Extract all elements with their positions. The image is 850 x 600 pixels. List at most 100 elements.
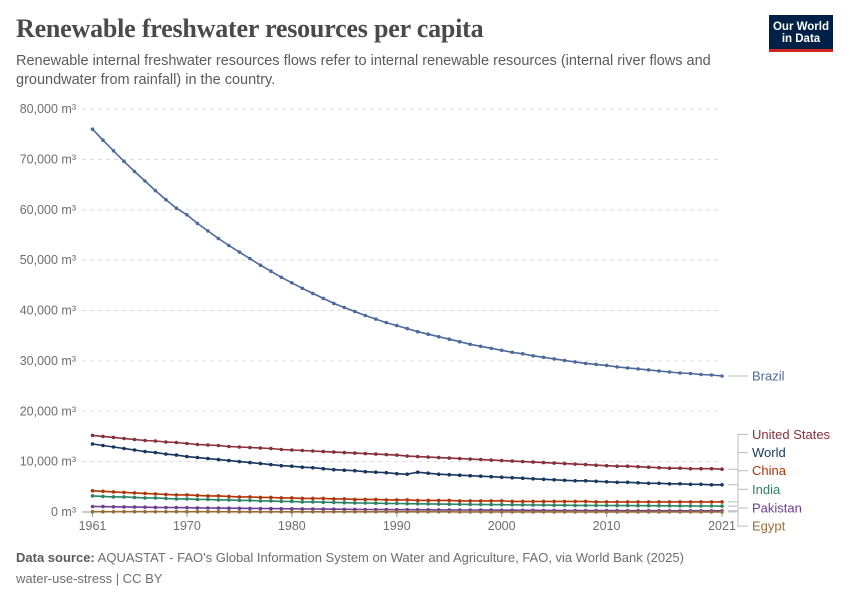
data-point-india <box>499 502 504 507</box>
data-point-world <box>384 470 389 475</box>
data-point-egypt <box>615 510 619 514</box>
series-label-china[interactable]: China <box>752 463 787 478</box>
data-point-egypt <box>185 509 189 514</box>
data-point-united-states <box>478 457 483 462</box>
data-point-united-states <box>625 464 630 469</box>
series-lines <box>90 127 724 514</box>
data-point-brazil <box>153 188 158 193</box>
data-point-india <box>688 504 693 508</box>
data-point-india <box>573 503 577 508</box>
data-point-india <box>269 499 273 503</box>
data-point-world <box>457 473 462 478</box>
data-point-world <box>227 458 231 463</box>
chart-slug[interactable]: water-use-stress | CC BY <box>16 571 163 586</box>
data-point-united-states <box>636 464 640 469</box>
data-point-china <box>573 499 577 504</box>
data-point-brazil <box>583 361 588 366</box>
data-point-united-states <box>122 436 126 441</box>
data-point-china <box>478 499 483 503</box>
data-point-egypt <box>688 510 693 514</box>
data-point-brazil <box>625 366 630 370</box>
data-point-united-states <box>720 467 724 472</box>
data-point-brazil <box>143 179 147 183</box>
page-subtitle: Renewable internal freshwater resources … <box>16 53 711 88</box>
data-point-egypt <box>237 510 242 514</box>
data-point-brazil <box>258 263 263 268</box>
data-point-united-states <box>646 465 651 470</box>
data-point-pakistan <box>111 505 116 509</box>
data-point-world <box>311 465 315 470</box>
data-point-world <box>279 463 284 468</box>
data-point-pakistan <box>153 505 158 510</box>
data-point-world <box>447 472 452 477</box>
data-point-world <box>499 475 504 480</box>
data-point-united-states <box>426 455 431 459</box>
data-point-world <box>90 442 95 446</box>
data-point-brazil <box>321 296 326 301</box>
data-point-egypt <box>248 510 252 514</box>
data-point-united-states <box>153 439 158 443</box>
data-point-egypt <box>153 509 158 514</box>
data-point-united-states <box>520 459 525 464</box>
data-point-united-states <box>290 448 294 452</box>
data-point-pakistan <box>174 505 179 510</box>
data-point-united-states <box>332 450 336 454</box>
data-point-pakistan <box>227 506 231 511</box>
data-point-brazil <box>248 256 252 261</box>
data-point-india <box>227 498 231 502</box>
series-label-pakistan[interactable]: Pakistan <box>752 500 802 515</box>
series-label-united-states[interactable]: United States <box>752 427 831 442</box>
data-point-egypt <box>499 510 504 514</box>
data-point-egypt <box>374 510 378 514</box>
data-point-world <box>415 470 420 475</box>
data-point-china <box>510 499 514 504</box>
data-point-china <box>646 500 651 504</box>
data-point-china <box>531 499 535 504</box>
data-point-united-states <box>531 460 535 464</box>
source-text[interactable]: AQUASTAT - FAO's Global Information Syst… <box>97 550 684 565</box>
series-labels[interactable]: Brazil United States World China India Pakist… <box>728 368 831 534</box>
data-point-united-states <box>195 442 200 447</box>
data-point-pakistan <box>342 507 347 512</box>
data-point-brazil <box>384 320 389 325</box>
data-point-egypt <box>720 510 724 514</box>
series-label-world[interactable]: World <box>752 445 786 460</box>
series-label-india[interactable]: India <box>752 482 781 497</box>
data-point-china <box>541 499 546 504</box>
data-point-world <box>122 446 126 451</box>
owid-logo[interactable]: Our World in Data <box>769 15 833 52</box>
data-point-brazil <box>447 337 452 342</box>
label-connector-india <box>728 488 748 507</box>
data-point-world <box>101 443 105 448</box>
data-point-world <box>290 464 294 469</box>
series-label-egypt[interactable]: Egypt <box>752 519 786 534</box>
data-point-world <box>342 468 347 473</box>
data-point-india <box>132 495 137 500</box>
data-point-china <box>363 497 368 502</box>
data-point-united-states <box>227 444 231 449</box>
data-point-china <box>269 495 273 500</box>
data-point-india <box>646 503 651 508</box>
data-point-world <box>489 474 494 479</box>
data-point-united-states <box>510 459 514 463</box>
data-point-united-states <box>90 433 95 438</box>
data-point-china <box>153 492 158 496</box>
data-point-egypt <box>300 510 305 514</box>
data-point-india <box>594 503 598 508</box>
data-point-china <box>300 496 305 501</box>
data-point-egypt <box>531 510 535 514</box>
label-connector-world <box>728 452 748 486</box>
data-point-india <box>395 501 399 506</box>
data-point-united-states <box>353 451 357 455</box>
data-point-china <box>237 495 242 499</box>
series-label-brazil[interactable]: Brazil <box>752 368 785 383</box>
data-point-world <box>426 471 431 476</box>
data-point-world <box>594 479 598 484</box>
data-point-egypt <box>227 509 231 514</box>
data-point-china <box>678 500 682 504</box>
data-point-egypt <box>101 509 105 514</box>
x-tick-label: 2000 <box>488 519 516 533</box>
data-point-brazil <box>468 342 473 347</box>
data-point-brazil <box>185 213 189 217</box>
data-point-egypt <box>552 510 556 514</box>
